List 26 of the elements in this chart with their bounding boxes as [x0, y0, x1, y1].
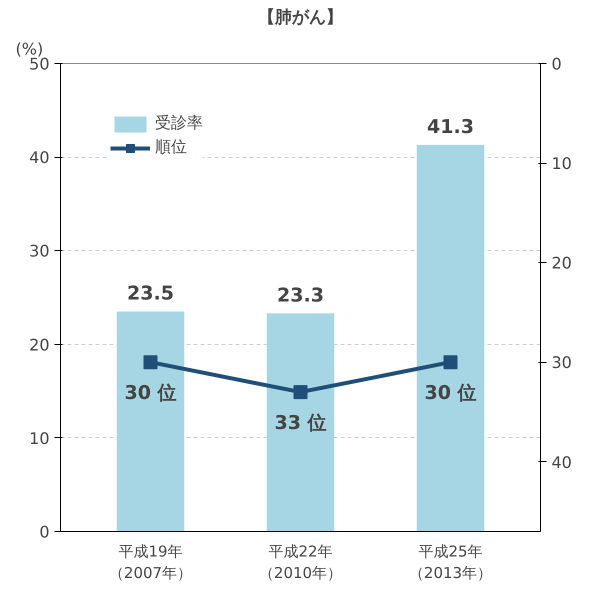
- x-tick-label: 平成25年（2013年）: [408, 542, 492, 582]
- data-label: 23.3: [277, 284, 324, 306]
- y2-tick-label: 20: [552, 254, 572, 273]
- x-tick-label: 平成19年（2007年）: [108, 542, 192, 582]
- data-label: 23.5: [127, 282, 174, 305]
- y-tick-label: 30: [29, 242, 50, 261]
- data-label: 33 位: [274, 412, 327, 434]
- y-tick-label: 10: [29, 428, 50, 448]
- legend-label: 受診率: [155, 113, 203, 134]
- data-label: 30 位: [424, 382, 477, 404]
- data-label: 30 位: [124, 382, 177, 404]
- y2-tick-label: 10: [552, 154, 572, 174]
- x-tick-label: 平成22年（2010年）: [258, 542, 342, 582]
- bar: [266, 313, 334, 532]
- y2-tick-label: 40: [552, 452, 572, 472]
- y-tick-label: 40: [29, 148, 50, 168]
- legend-label: 順位: [155, 137, 187, 158]
- y-tick-label: 0: [39, 522, 50, 542]
- y2-tick-label: 0: [552, 54, 562, 74]
- data-label: 41.3: [427, 116, 474, 138]
- bar: [116, 312, 184, 532]
- y-tick-label: 20: [29, 335, 50, 354]
- y2-tick-label: 30: [552, 353, 572, 372]
- bar: [416, 144, 484, 532]
- y-axis-title: (%): [16, 40, 44, 58]
- chart-title: 【肺がん】: [258, 8, 343, 28]
